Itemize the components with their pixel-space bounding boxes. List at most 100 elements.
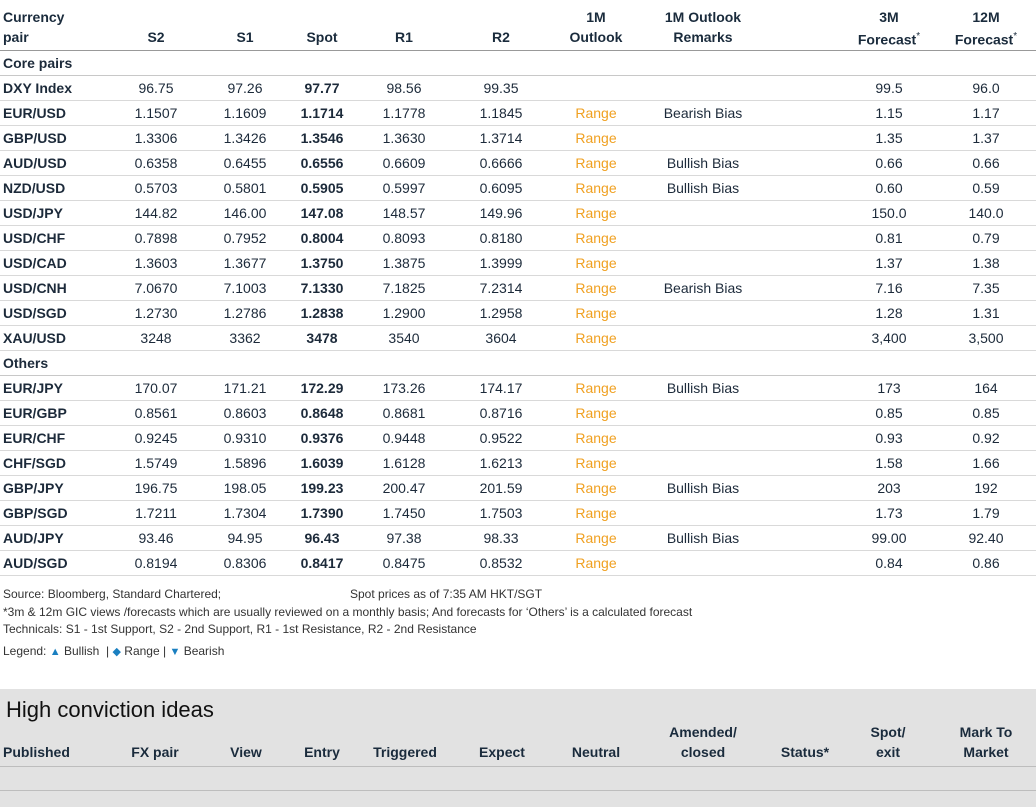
table-row: GBP/USD 1.3306 1.3426 1.3546 1.3630 1.3714 Ran…: [0, 126, 1036, 151]
cell-spot: 7.1330: [300, 280, 344, 296]
col-spot-exit: Spot/ exit: [870, 724, 906, 760]
cell-outlook: Range: [575, 455, 617, 471]
cell-f12: 0.59: [972, 180, 1000, 196]
cell-r1: 148.57: [382, 205, 426, 221]
legend: Legend: ▲ Bullish | ◆ Range | ▼ Bearish: [3, 644, 225, 658]
cell-outlook: Range: [575, 130, 617, 146]
cell-f3: 1.37: [875, 255, 903, 271]
header-outlook: 1M Outlook: [569, 9, 623, 45]
cell-s2: 0.8561: [134, 405, 178, 421]
table-row: EUR/GBP 0.8561 0.8603 0.8648 0.8681 0.8716 Ran…: [0, 401, 1036, 426]
col-amended: Amended/ closed: [669, 724, 737, 760]
cell-r2: 7.2314: [479, 280, 523, 296]
cell-s1: 0.7952: [223, 230, 267, 246]
high-conviction-panel: [0, 689, 1036, 807]
cell-r1: 0.8093: [382, 230, 426, 246]
cell-r1: 200.47: [382, 480, 426, 496]
cell-pair: CHF/SGD: [3, 455, 66, 471]
cell-s1: 0.5801: [223, 180, 267, 196]
cell-outlook: Range: [575, 155, 617, 171]
cell-s2: 1.2730: [134, 305, 178, 321]
col-neutral: Neutral: [571, 744, 621, 760]
cell-s2: 1.3306: [134, 130, 178, 146]
cell-r1: 3540: [388, 330, 420, 346]
cell-remarks: Bullish Bias: [666, 180, 740, 196]
cell-f3: 1.28: [875, 305, 903, 321]
cell-spot: 0.6556: [300, 155, 344, 171]
cell-pair: EUR/CHF: [3, 430, 66, 446]
cell-f3: 7.16: [875, 280, 903, 296]
cell-s1: 171.21: [223, 380, 267, 396]
cell-outlook: [556, 76, 636, 101]
cell-outlook: Range: [575, 230, 617, 246]
cell-s2: 0.5703: [134, 180, 178, 196]
col-published: Published: [3, 744, 70, 760]
cell-outlook: Range: [575, 105, 617, 121]
triangle-down-icon: ▼: [169, 646, 181, 658]
cell-pair: DXY Index: [3, 80, 72, 96]
footnote: *3m & 12m GIC views /forecasts which are…: [3, 605, 693, 619]
divider: [0, 790, 1036, 791]
cell-f3: 203: [877, 480, 901, 496]
cell-s1: 198.05: [223, 480, 267, 496]
cell-r1: 7.1825: [382, 280, 426, 296]
cell-spot: 147.08: [300, 205, 344, 221]
header-divider: [0, 50, 1036, 51]
cell-f3: 3,400: [871, 330, 907, 346]
cell-outlook: Range: [575, 180, 617, 196]
table-row: USD/CHF 0.7898 0.7952 0.8004 0.8093 0.8180 Ran…: [0, 226, 1036, 251]
cell-f12: 0.85: [972, 405, 1000, 421]
cell-remarks: [648, 301, 758, 326]
header-s2: S2: [147, 29, 165, 45]
cell-pair: XAU/USD: [3, 330, 67, 346]
cell-f12: 3,500: [968, 330, 1004, 346]
cell-pair: AUD/JPY: [3, 530, 64, 546]
cell-r2: 1.3714: [479, 130, 523, 146]
cell-f3: 1.58: [875, 455, 903, 471]
cell-s1: 1.1609: [223, 105, 267, 121]
cell-s2: 196.75: [134, 480, 178, 496]
cell-s2: 96.75: [138, 80, 174, 96]
cell-s1: 7.1003: [223, 280, 267, 296]
triangle-up-icon: ▲: [49, 646, 61, 658]
col-fx-pair: FX pair: [131, 744, 179, 760]
col-mark-to-market: Mark To Market: [959, 724, 1013, 760]
divider: [0, 75, 1036, 76]
header-spot: Spot: [306, 29, 338, 45]
cell-remarks: Bullish Bias: [666, 380, 740, 396]
cell-r2: 0.8532: [479, 555, 523, 571]
cell-outlook: Range: [575, 530, 617, 546]
cell-r2: 0.8716: [479, 405, 523, 421]
col-entry: Entry: [304, 744, 340, 760]
table-row: EUR/USD 1.1507 1.1609 1.1714 1.1778 1.1845 Ran…: [0, 101, 1036, 126]
header-r1: R1: [395, 29, 413, 45]
cell-outlook: Range: [575, 205, 617, 221]
cell-s1: 0.8306: [223, 555, 267, 571]
high-conviction-title: High conviction ideas: [6, 697, 214, 722]
cell-s1: 3362: [229, 330, 261, 346]
cell-spot: 0.5905: [300, 180, 344, 196]
cell-remarks: Bullish Bias: [666, 480, 740, 496]
cell-remarks: [648, 226, 758, 251]
cell-remarks: [648, 201, 758, 226]
section-core-pairs: Core pairs: [3, 55, 73, 71]
cell-r1: 1.2900: [382, 305, 426, 321]
cell-spot: 1.7390: [300, 505, 344, 521]
divider: [0, 766, 1036, 767]
cell-s2: 1.7211: [135, 505, 177, 521]
cell-s1: 1.5896: [223, 455, 267, 471]
cell-r2: 1.1845: [479, 105, 523, 121]
cell-f3: 173: [877, 380, 901, 396]
cell-r2: 1.2958: [479, 305, 523, 321]
table-row: AUD/USD 0.6358 0.6455 0.6556 0.6609 0.6666 Ran…: [0, 151, 1036, 176]
cell-f3: 1.73: [875, 505, 903, 521]
cell-f12: 164: [974, 380, 998, 396]
cell-spot: 0.8648: [300, 405, 344, 421]
cell-outlook: Range: [575, 480, 617, 496]
cell-f12: 1.37: [972, 130, 1000, 146]
table-row: USD/CAD 1.3603 1.3677 1.3750 1.3875 1.3999 Ran…: [0, 251, 1036, 276]
table-row: XAU/USD 3248 3362 3478 3540 3604 Range 3,400 3,5…: [0, 326, 1036, 351]
cell-r1: 0.8681: [382, 405, 426, 421]
section-others: Others: [3, 355, 49, 371]
source-note: Source: Bloomberg, Standard Chartered;: [3, 587, 222, 601]
